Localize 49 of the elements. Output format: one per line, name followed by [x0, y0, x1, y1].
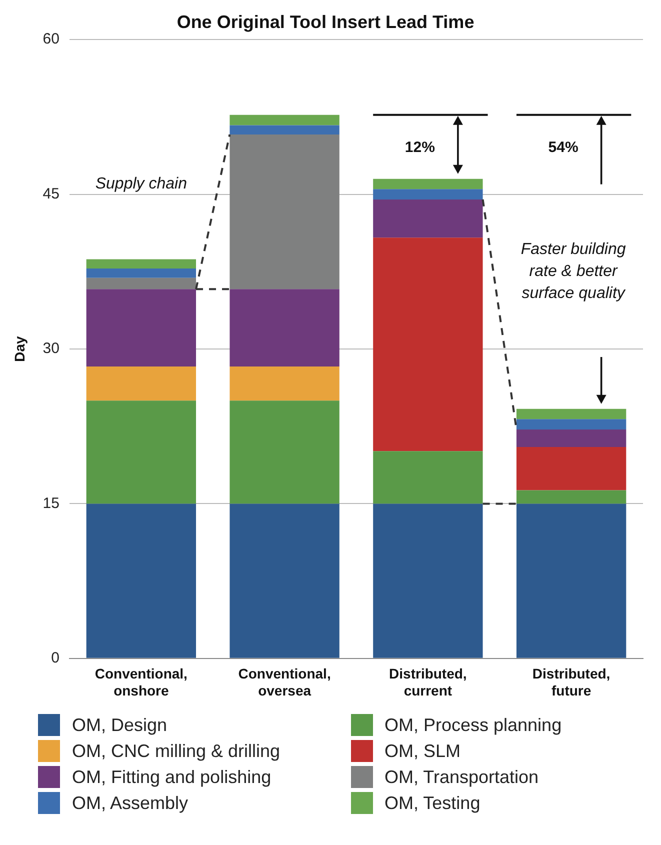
legend-label: OM, SLM [384, 740, 461, 762]
y-tick-label: 0 [51, 650, 60, 667]
bar [373, 178, 483, 190]
legend-label: OM, Design [72, 714, 168, 736]
annotation: Supply chain [95, 175, 188, 192]
y-axis-title: Day [11, 336, 28, 362]
bar [86, 400, 196, 504]
bar [230, 400, 340, 504]
legend-label: OM, Fitting and polishing [72, 766, 272, 788]
bar [230, 134, 340, 290]
x-tick-label: Conventional, oversea [238, 666, 331, 698]
bar [86, 289, 196, 367]
bar [86, 259, 196, 269]
y-tick-label: 30 [42, 340, 60, 358]
legend-label: OM, CNC milling & drilling [72, 740, 280, 762]
x-tick-label: Distributed, current [389, 666, 467, 698]
bar [516, 408, 626, 420]
bar [230, 289, 340, 367]
y-tick-label: 45 [42, 185, 60, 202]
chart-title: One Original Tool Insert Lead Time [176, 12, 474, 32]
bar [516, 429, 626, 447]
bar [373, 451, 483, 504]
legend-label: OM, Transportation [384, 766, 539, 788]
bar [373, 199, 483, 238]
x-tick-label: Distributed, future [532, 666, 610, 698]
legend-label: OM, Process planning [384, 714, 562, 736]
bar [373, 238, 483, 452]
bar [516, 504, 626, 658]
bar [516, 490, 626, 504]
y-tick-label: 15 [42, 494, 60, 512]
y-tick-label: 60 [42, 30, 60, 48]
bar [516, 446, 626, 490]
annotation: Faster building rate & better surface quality [520, 241, 626, 302]
bar [516, 419, 626, 430]
bar [230, 504, 340, 658]
bar [86, 504, 196, 658]
bar [230, 125, 340, 134]
bar [373, 189, 483, 200]
annotation: 12% [404, 139, 435, 156]
legend-label: OM, Assembly [72, 792, 188, 814]
legend-label: OM, Testing [384, 792, 480, 814]
bar [373, 504, 483, 658]
annotation: 54% [548, 139, 578, 156]
bar [86, 278, 196, 290]
bar [86, 268, 196, 278]
bar [230, 114, 340, 126]
bar [230, 366, 340, 401]
x-tick-label: Conventional, onshore [94, 666, 188, 698]
bar [86, 366, 196, 401]
